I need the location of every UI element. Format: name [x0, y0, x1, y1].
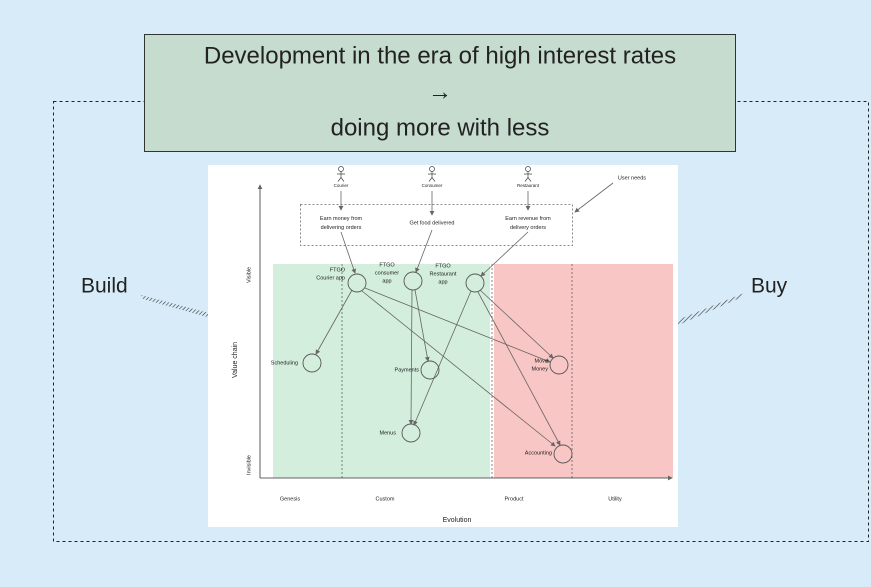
component-node — [302, 353, 322, 373]
visible-label: Visible — [246, 267, 252, 283]
need-label: Get food delivered — [410, 220, 455, 226]
component-label: FTGO — [330, 267, 346, 273]
component-node — [420, 360, 440, 380]
user-label: Restaurant — [517, 183, 540, 188]
title-line: doing more with less — [331, 114, 550, 141]
build-zone — [273, 264, 490, 478]
component-label: Restaurant — [430, 271, 457, 277]
build-label: Build — [81, 275, 128, 298]
user-needs-label: User needs — [618, 175, 646, 181]
needs-box — [300, 204, 573, 246]
need-label: Earn revenue from — [505, 216, 551, 222]
component-node — [553, 444, 573, 464]
component-label: Courier app — [316, 275, 345, 281]
x-axis-title: Evolution — [443, 517, 472, 524]
component-label: Scheduling — [271, 360, 298, 366]
title-line: → — [428, 78, 452, 105]
title-line: Development in the era of high interest … — [204, 42, 676, 69]
stage-label: Custom — [376, 496, 395, 502]
component-label: app — [382, 278, 391, 284]
component-label: FTGO — [435, 263, 451, 269]
component-node — [347, 273, 367, 293]
component-label: consumer — [375, 270, 399, 276]
stage-label: Utility — [608, 496, 622, 502]
component-label: Move — [535, 358, 548, 364]
user-icon — [524, 171, 532, 182]
buy-arrow — [675, 293, 744, 328]
need-label: delivering orders — [321, 225, 362, 231]
component-label: Money — [531, 366, 548, 372]
buy-zone — [494, 264, 673, 478]
buy-label: Buy — [751, 275, 788, 298]
user-icon — [428, 171, 436, 182]
component-label: Menus — [379, 430, 396, 436]
component-label: Accounting — [525, 450, 552, 456]
user-label: Courier — [334, 183, 349, 188]
stage-label: Genesis — [280, 496, 300, 502]
component-node — [401, 423, 421, 443]
frame — [53, 101, 869, 542]
stage-label: Product — [505, 496, 524, 502]
component-label: Payments — [395, 367, 420, 373]
component-node — [403, 271, 423, 291]
edges — [315, 191, 561, 447]
invisible-label: Invisible — [246, 455, 252, 475]
need-label: delivery orders — [510, 225, 546, 231]
build-arrow — [141, 295, 271, 337]
component-node — [549, 355, 569, 375]
component-label: app — [438, 279, 447, 285]
user-icon — [337, 171, 345, 182]
need-label: Earn money from — [320, 216, 363, 222]
title-box — [144, 34, 736, 152]
y-axis-title: Value chain — [232, 342, 239, 378]
component-node — [465, 273, 485, 293]
user-needs-arrow — [574, 182, 614, 213]
user-label: Consumer — [422, 183, 443, 188]
component-label: FTGO — [379, 262, 395, 268]
